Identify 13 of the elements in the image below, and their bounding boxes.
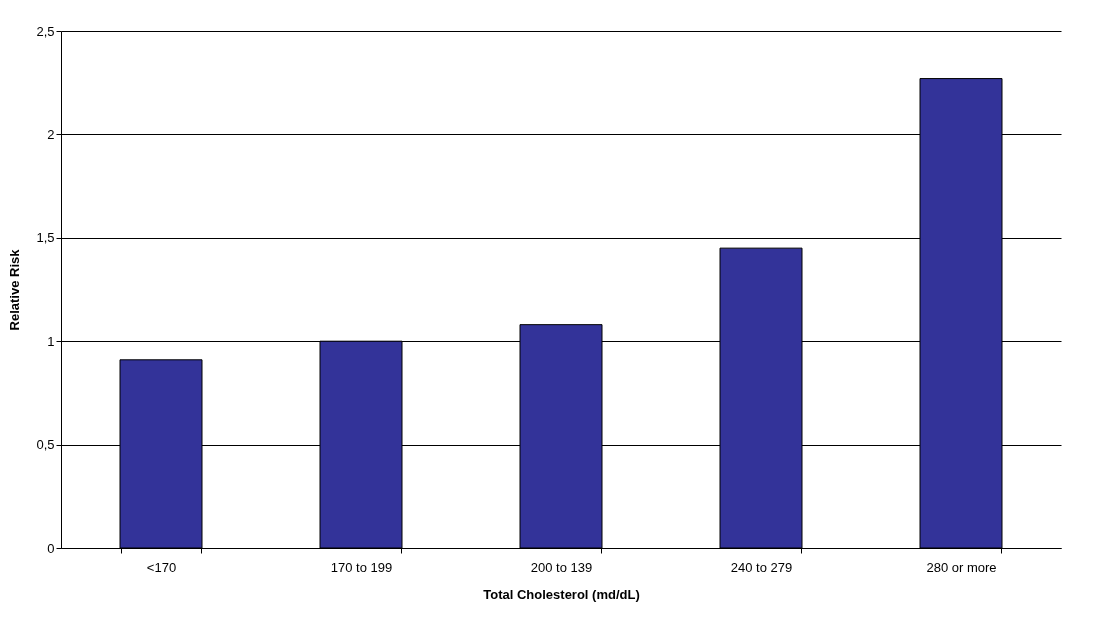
- x-tick-label: 240 to 279: [730, 559, 793, 575]
- y-tick-label: 0: [47, 540, 55, 556]
- x-tick-label: 200 to 139: [530, 559, 593, 575]
- x-tick-label: 280 or more: [926, 559, 997, 575]
- y-tick-label: 2,5: [36, 23, 55, 39]
- y-tick-label: 1,5: [36, 230, 55, 246]
- y-tick-label: 1: [47, 333, 55, 349]
- y-axis-title: Relative Risk: [7, 248, 23, 331]
- y-tick-label: 0,5: [36, 437, 55, 453]
- y-tick-label: 2: [47, 126, 55, 142]
- x-tick-label: <170: [146, 559, 177, 575]
- x-axis-title: Total Cholesterol (md/dL): [483, 586, 640, 602]
- x-tick-label: 170 to 199: [330, 559, 393, 575]
